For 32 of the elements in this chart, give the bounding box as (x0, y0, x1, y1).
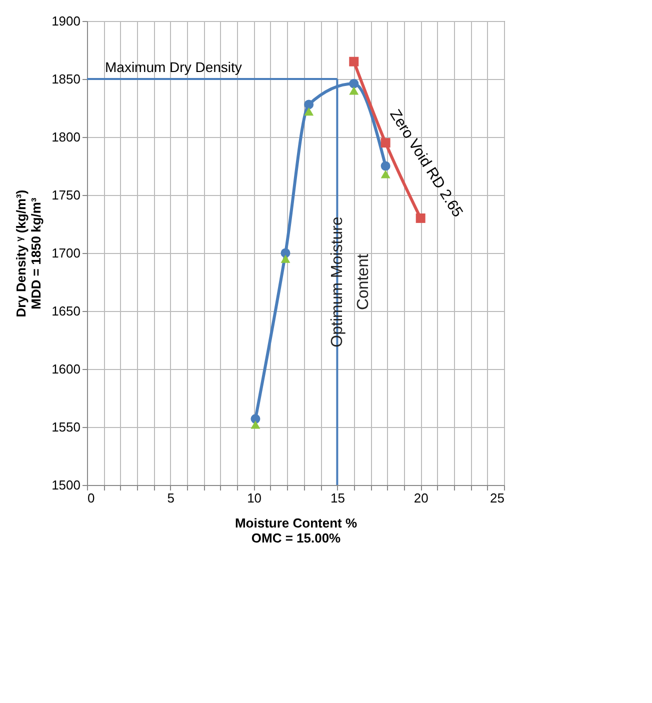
point (416, 213, 426, 223)
y-tick-label: 1850 (52, 72, 80, 86)
y-tick-label: 1800 (52, 130, 80, 144)
point (380, 170, 390, 178)
y-tick-label: 1500 (52, 478, 80, 492)
point (304, 100, 314, 110)
y-tick-label: 1600 (52, 362, 80, 376)
x-tick-label: 5 (167, 490, 175, 506)
y-tick-label: 1700 (52, 246, 80, 260)
point (280, 254, 290, 263)
x-axis-title: Moisture Content % OMC = 15.00% (234, 516, 358, 546)
x-tick-label: 20 (414, 490, 428, 506)
point (349, 56, 359, 66)
point (349, 78, 359, 88)
ref-line-label: Optimum Moisture Content (329, 216, 372, 348)
y-tick-label: 1550 (52, 420, 80, 434)
point (380, 138, 390, 148)
point (250, 420, 260, 429)
x-tick-label: 15 (330, 490, 345, 506)
y-tick-label: 1750 (52, 188, 80, 202)
point (304, 107, 314, 116)
y-axis-title: Dry Density ᵞ (kg/m³) MDD = 1850 kg/m³ (14, 190, 44, 318)
y-tick-label: 1650 (52, 304, 80, 318)
ref-line-label: Maximum Dry Density (105, 59, 242, 75)
x-tick-label: 25 (490, 490, 504, 506)
y-tick-label: 1900 (52, 14, 80, 28)
point (380, 161, 390, 171)
point (280, 248, 290, 258)
point (250, 414, 260, 424)
x-tick-label: 10 (247, 490, 262, 506)
point (349, 86, 359, 95)
x-tick-label: 0 (88, 490, 95, 506)
